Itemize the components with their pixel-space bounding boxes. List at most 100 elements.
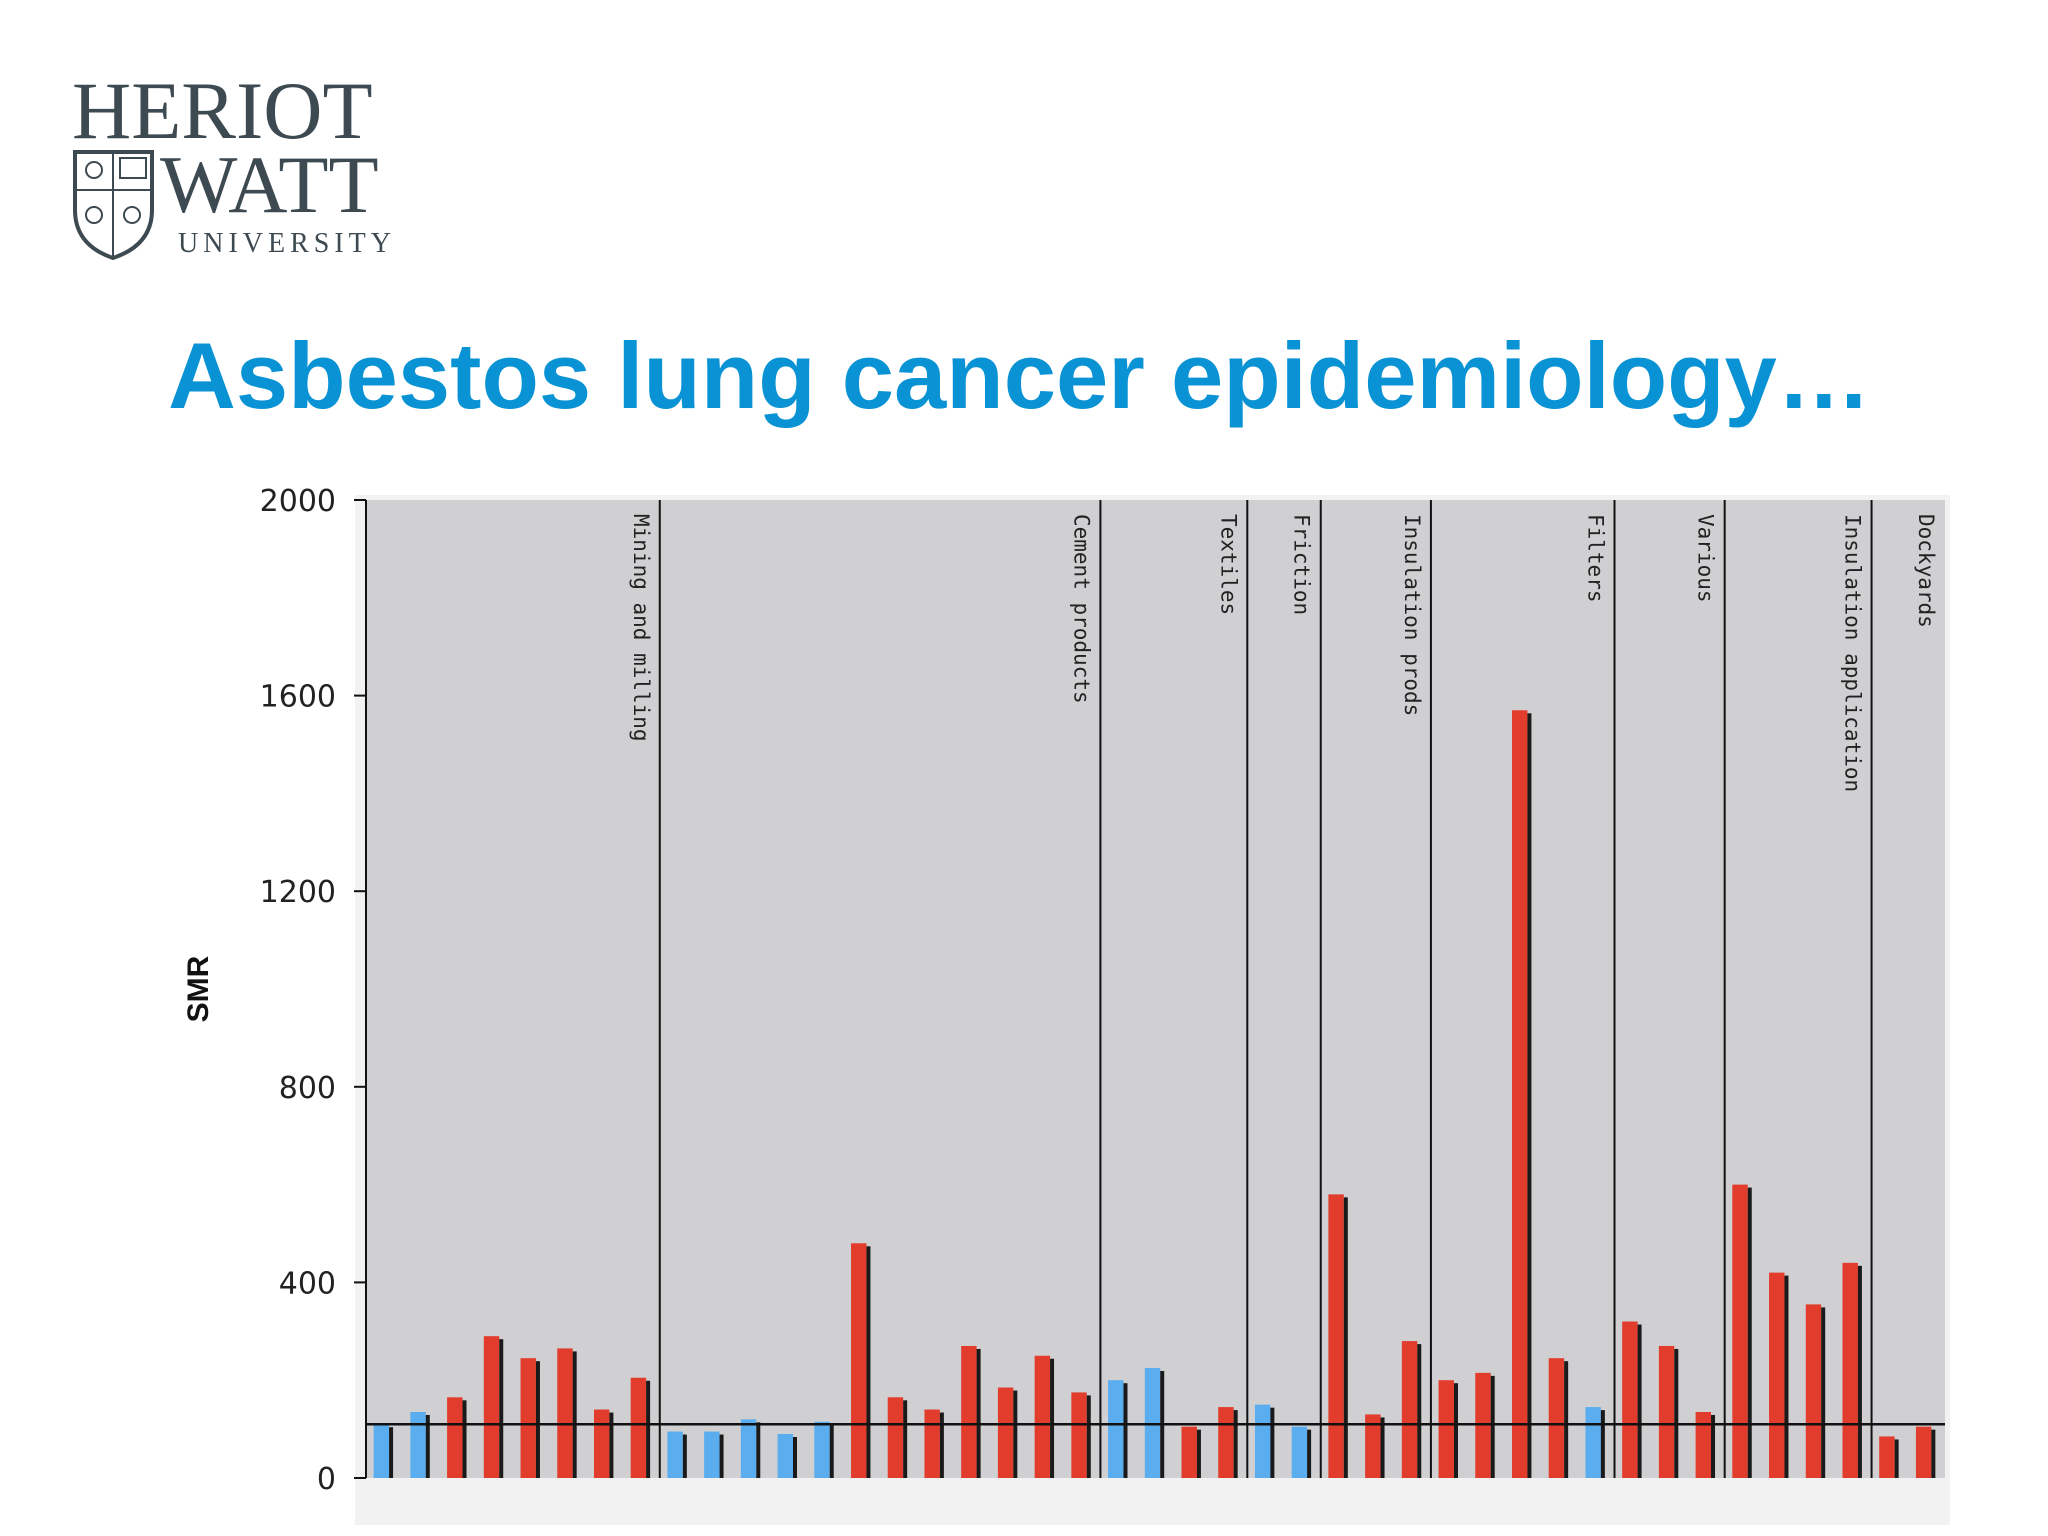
bar — [593, 1409, 610, 1478]
bar — [1328, 1194, 1344, 1478]
bar — [1658, 1345, 1675, 1478]
bar — [667, 1431, 683, 1478]
bar-shadow — [1307, 1429, 1312, 1478]
bar-shadow — [1196, 1429, 1201, 1478]
bar-shadow — [1050, 1358, 1055, 1478]
group-labels: Mining and milling Cement products Textile… — [629, 514, 1938, 792]
bars — [373, 710, 1936, 1478]
bar — [373, 1424, 390, 1478]
y-axis-label: SMR — [182, 955, 215, 1022]
bar-shadow — [535, 1361, 540, 1478]
bar — [887, 1397, 904, 1478]
bar — [961, 1345, 977, 1478]
bar — [1034, 1355, 1051, 1478]
logo-line-heriot: HERIOT — [72, 70, 373, 156]
bar — [1365, 1414, 1381, 1478]
bar — [630, 1377, 647, 1478]
bar — [740, 1419, 757, 1478]
bar — [1879, 1436, 1895, 1478]
bar — [777, 1433, 794, 1478]
group-label: Dockyards — [1914, 514, 1938, 628]
group-label: Insulation prods — [1400, 514, 1424, 716]
smr-bar-chart: 0 400 800 1200 1600 2000 SMR Mining and milli… — [182, 484, 1950, 1525]
bar-shadow — [1637, 1324, 1642, 1478]
bar — [1254, 1404, 1271, 1478]
bar-shadow — [1233, 1410, 1238, 1478]
bar-shadow — [1600, 1410, 1605, 1478]
bar-shadow — [1453, 1383, 1458, 1478]
bar-shadow — [1380, 1417, 1385, 1478]
bar-shadow — [1086, 1395, 1091, 1478]
group-label: Textiles — [1216, 514, 1240, 615]
y-tick-label: 0 — [317, 1462, 336, 1497]
bar-shadow — [1013, 1390, 1018, 1478]
bar — [520, 1358, 536, 1478]
bar — [483, 1336, 500, 1478]
bar — [704, 1431, 720, 1478]
heriot-watt-logo: HERIOT WATT UNIVERSITY — [72, 70, 396, 260]
bar — [1622, 1321, 1638, 1478]
bar-shadow — [793, 1436, 798, 1478]
bar — [814, 1421, 830, 1478]
bar-shadow — [1343, 1197, 1348, 1478]
bar — [1218, 1407, 1234, 1478]
bar-shadow — [903, 1400, 908, 1478]
bar-shadow — [1417, 1344, 1422, 1478]
bar — [1511, 710, 1528, 1478]
bar — [1695, 1411, 1712, 1478]
bar — [1071, 1392, 1087, 1478]
bar-shadow — [1527, 713, 1532, 1478]
bar-shadow — [976, 1348, 981, 1478]
bar-shadow — [829, 1424, 834, 1478]
bar — [1108, 1380, 1124, 1478]
bar-shadow — [1784, 1275, 1789, 1478]
logo-line-university: UNIVERSITY — [178, 228, 396, 259]
bar — [1769, 1272, 1785, 1478]
bar-shadow — [1490, 1375, 1495, 1478]
y-tick-label: 1600 — [260, 680, 336, 715]
bar-shadow — [1674, 1348, 1679, 1478]
group-label: Filters — [1584, 514, 1608, 603]
bar-shadow — [939, 1412, 944, 1478]
bar-shadow — [646, 1380, 651, 1478]
bar-shadow — [1123, 1383, 1128, 1478]
bar — [447, 1397, 463, 1478]
y-axis: 0 400 800 1200 1600 2000 — [260, 484, 367, 1497]
y-tick-label: 2000 — [260, 484, 336, 519]
bar — [1805, 1304, 1822, 1478]
logo-line-watt: WATT — [160, 139, 379, 230]
bar — [851, 1243, 867, 1478]
y-tick-label: 400 — [279, 1266, 336, 1301]
bar-shadow — [572, 1351, 577, 1478]
group-label: Insulation application — [1841, 514, 1865, 792]
bar-shadow — [609, 1412, 614, 1478]
group-label: Friction — [1290, 514, 1314, 615]
shield-icon — [73, 150, 154, 260]
group-label: Cement products — [1069, 514, 1093, 704]
bar — [1842, 1262, 1858, 1478]
bar-shadow — [1857, 1265, 1862, 1478]
bar — [1291, 1426, 1308, 1478]
bar-shadow — [1270, 1407, 1275, 1478]
bar — [557, 1348, 573, 1478]
bar — [1732, 1184, 1748, 1478]
slide-title: Asbestos lung cancer epidemiology… — [168, 323, 1871, 428]
bar — [997, 1387, 1014, 1478]
bar-shadow — [1711, 1414, 1716, 1478]
bar — [1181, 1426, 1197, 1478]
bar-shadow — [462, 1400, 467, 1478]
bar — [1401, 1341, 1418, 1478]
group-label: Various — [1694, 514, 1718, 603]
bar-shadow — [1564, 1361, 1569, 1478]
bar — [924, 1409, 940, 1478]
bar-shadow — [425, 1414, 430, 1478]
bar-shadow — [1747, 1187, 1752, 1478]
bar — [1915, 1426, 1932, 1478]
bar-shadow — [1821, 1307, 1826, 1478]
plot-area — [366, 500, 1945, 1478]
bar-shadow — [682, 1434, 687, 1478]
y-tick-label: 800 — [279, 1071, 336, 1106]
bar-shadow — [866, 1246, 871, 1478]
group-label: Mining and milling — [629, 514, 653, 742]
bar-shadow — [719, 1434, 724, 1478]
